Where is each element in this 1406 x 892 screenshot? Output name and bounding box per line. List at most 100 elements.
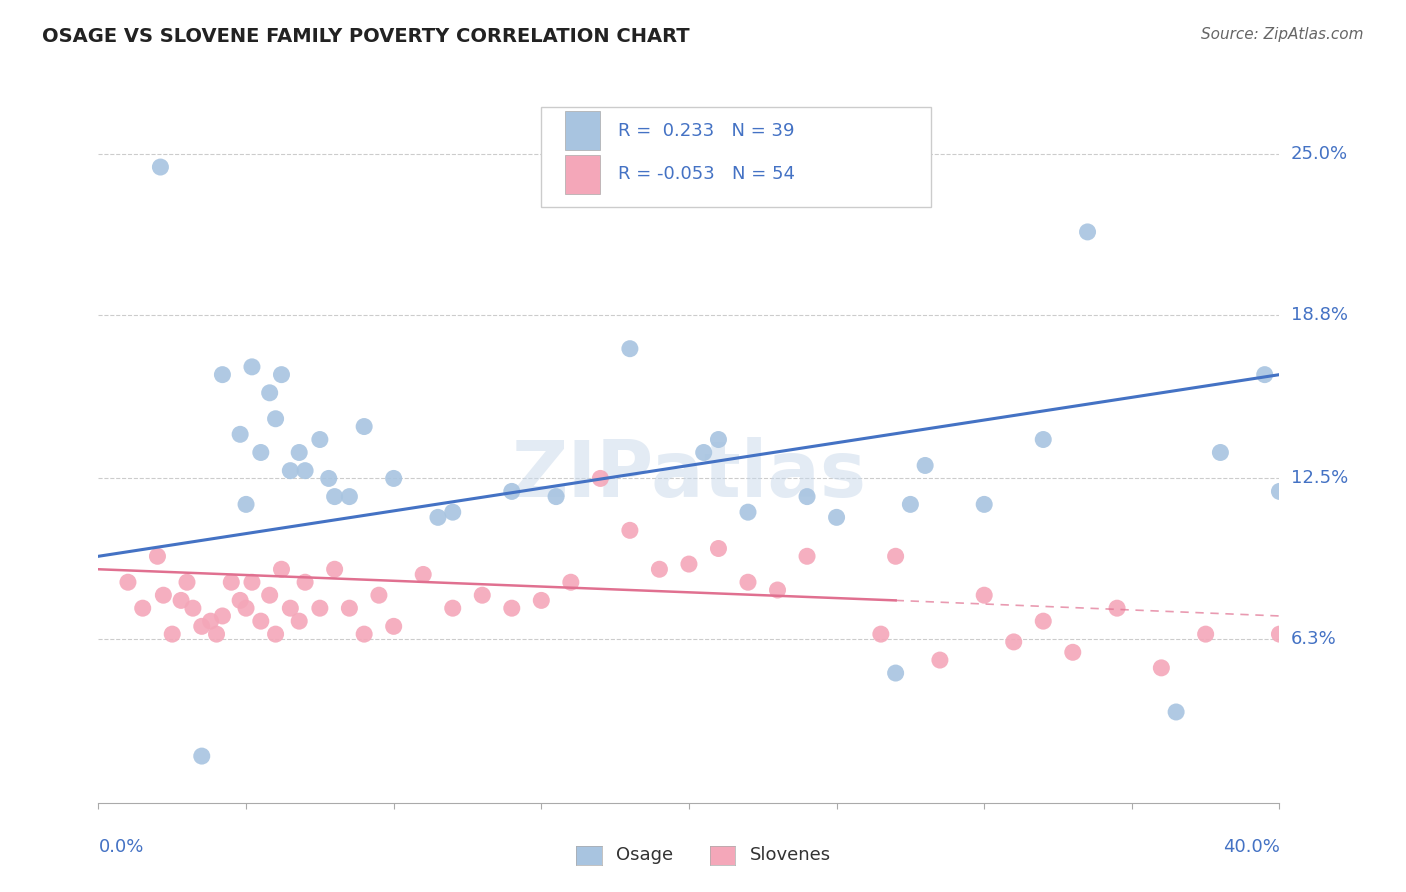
Point xyxy=(337,490,360,504)
Point xyxy=(1032,433,1054,447)
Point xyxy=(796,549,818,564)
Point xyxy=(382,619,405,633)
Point xyxy=(259,588,281,602)
Point xyxy=(869,627,891,641)
Point xyxy=(737,505,759,519)
Text: ZIPatlas: ZIPatlas xyxy=(512,436,866,513)
Point xyxy=(546,490,568,504)
Point xyxy=(117,575,139,590)
Point xyxy=(323,562,346,576)
Text: Source: ZipAtlas.com: Source: ZipAtlas.com xyxy=(1201,27,1364,42)
Point xyxy=(973,497,995,511)
Point xyxy=(270,562,292,576)
FancyBboxPatch shape xyxy=(565,112,600,151)
Point xyxy=(205,627,228,641)
Point xyxy=(825,510,848,524)
Point xyxy=(191,749,214,764)
Point xyxy=(1150,661,1173,675)
Point xyxy=(707,541,730,556)
Point xyxy=(589,471,612,485)
FancyBboxPatch shape xyxy=(541,107,931,207)
Point xyxy=(176,575,198,590)
Point xyxy=(240,575,263,590)
Point xyxy=(1268,484,1291,499)
Text: 40.0%: 40.0% xyxy=(1223,838,1279,855)
Point xyxy=(229,593,252,607)
Point xyxy=(884,549,907,564)
Point xyxy=(200,614,222,628)
Point xyxy=(427,510,450,524)
Text: 18.8%: 18.8% xyxy=(1291,306,1347,324)
Point xyxy=(288,614,311,628)
Text: 25.0%: 25.0% xyxy=(1291,145,1348,163)
Point xyxy=(259,385,281,400)
Point xyxy=(368,588,391,602)
Point xyxy=(211,368,233,382)
Point xyxy=(796,490,818,504)
Point xyxy=(1062,645,1084,659)
Point xyxy=(884,666,907,681)
FancyBboxPatch shape xyxy=(565,155,600,194)
Point xyxy=(181,601,204,615)
Point xyxy=(1195,627,1218,641)
Point xyxy=(1077,225,1099,239)
Point xyxy=(270,368,292,382)
Point xyxy=(707,433,730,447)
Point xyxy=(973,588,995,602)
Point xyxy=(278,601,302,615)
Point xyxy=(1164,705,1187,719)
Point xyxy=(1002,635,1025,649)
Point xyxy=(914,458,936,473)
Point xyxy=(250,614,273,628)
Point xyxy=(1254,368,1277,382)
Point xyxy=(152,588,174,602)
Text: 6.3%: 6.3% xyxy=(1291,631,1336,648)
Point xyxy=(737,575,759,590)
Point xyxy=(382,471,405,485)
Point xyxy=(471,588,494,602)
Point xyxy=(240,359,263,374)
Point xyxy=(132,601,155,615)
Point xyxy=(353,627,375,641)
Point xyxy=(501,484,523,499)
Point xyxy=(264,411,287,425)
Point xyxy=(1209,445,1232,459)
Point xyxy=(323,490,346,504)
Point xyxy=(162,627,183,641)
Point xyxy=(191,619,214,633)
Point xyxy=(288,445,311,459)
Point xyxy=(337,601,360,615)
Point xyxy=(412,567,434,582)
Point xyxy=(678,557,700,571)
Text: Slovenes: Slovenes xyxy=(749,847,831,864)
Text: R = -0.053   N = 54: R = -0.053 N = 54 xyxy=(619,166,794,184)
Text: 0.0%: 0.0% xyxy=(98,838,143,855)
Point xyxy=(229,427,252,442)
Point xyxy=(900,497,922,511)
Point xyxy=(294,464,316,478)
Point xyxy=(560,575,582,590)
Point xyxy=(235,497,257,511)
Point xyxy=(309,433,332,447)
Point xyxy=(928,653,950,667)
Point xyxy=(170,593,193,607)
Point xyxy=(149,160,172,174)
Point xyxy=(1268,627,1291,641)
Point xyxy=(309,601,332,615)
Point xyxy=(619,342,641,356)
Point xyxy=(353,419,375,434)
Point xyxy=(250,445,273,459)
Point xyxy=(219,575,243,590)
Point xyxy=(1105,601,1128,615)
Point xyxy=(766,582,789,597)
Point xyxy=(441,505,464,519)
Point xyxy=(619,524,641,538)
Point xyxy=(318,471,340,485)
Point xyxy=(441,601,464,615)
Text: R =  0.233   N = 39: R = 0.233 N = 39 xyxy=(619,122,794,140)
Point xyxy=(530,593,553,607)
Point xyxy=(501,601,523,615)
Text: Osage: Osage xyxy=(616,847,673,864)
Point xyxy=(1032,614,1054,628)
Point xyxy=(693,445,716,459)
